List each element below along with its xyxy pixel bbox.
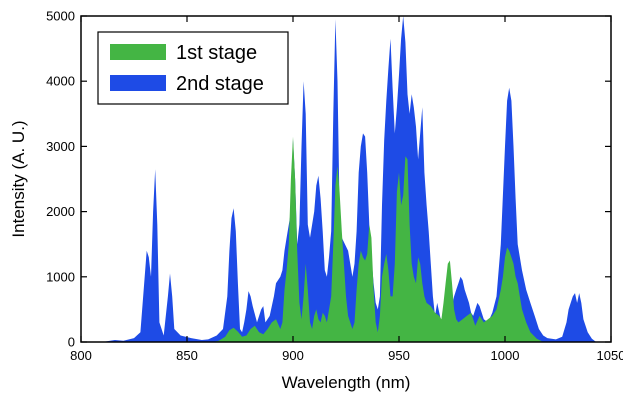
- y-tick-label-0: 0: [68, 335, 75, 350]
- x-tick-label-800: 800: [70, 348, 92, 363]
- y-tick-label-5000: 5000: [46, 9, 75, 24]
- y-tick-label-3000: 3000: [46, 139, 75, 154]
- series-1st-stage: [81, 136, 611, 342]
- y-axis-title: Intensity (A. U.): [9, 120, 28, 237]
- x-tick-label-1000: 1000: [491, 348, 520, 363]
- legend-label-2nd-stage: 2nd stage: [176, 73, 264, 95]
- plot-frame: [80, 15, 612, 343]
- y-tick-label-1000: 1000: [46, 269, 75, 284]
- legend-swatch-1st-stage: [110, 44, 166, 60]
- x-tick-label-1050: 1050: [597, 348, 623, 363]
- x-tick-label-850: 850: [176, 348, 198, 363]
- x-tick-label-950: 950: [388, 348, 410, 363]
- y-tick-label-2000: 2000: [46, 204, 75, 219]
- legend: 1st stage 2nd stage: [97, 31, 289, 105]
- series-2nd-stage: [81, 16, 597, 342]
- legend-swatch-2nd-stage: [110, 75, 166, 91]
- x-axis-title: Wavelength (nm): [282, 373, 411, 392]
- y-tick-label-4000: 4000: [46, 74, 75, 89]
- x-tick-label-900: 900: [282, 348, 304, 363]
- legend-label-1st-stage: 1st stage: [176, 42, 257, 64]
- plot-area: [81, 16, 611, 342]
- axis-ticks: 800 850 900 950 1000 1050 0 1000 2000 3000 4000 500…: [46, 9, 623, 364]
